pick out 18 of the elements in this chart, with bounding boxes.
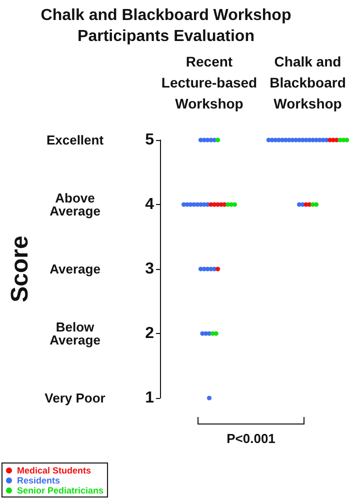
text: P<0.001: [226, 431, 276, 446]
y-tick-label: 3: [145, 260, 154, 278]
legend-label: Senior Pediatricians: [17, 486, 104, 496]
legend-label: Residents: [17, 476, 60, 486]
chart-title: Chalk and Blackboard Workshop Participants Evaluation: [40, 7, 292, 45]
legend-label: Medical Students: [17, 466, 92, 476]
text: Very Poor: [44, 390, 106, 406]
y-tick-label: 5: [145, 132, 154, 148]
text: Below Average: [50, 320, 100, 348]
x-tick-label: Recent Lecture-based Workshop: [161, 54, 258, 112]
text: Above Average: [50, 190, 100, 218]
text: Excellent: [46, 132, 104, 148]
y-tick-label: 4: [145, 196, 154, 213]
y-axis-title: Score: [6, 236, 34, 302]
y-tick-label: 2: [145, 325, 154, 342]
x-tick-label: Chalk and Blackboard Workshop: [270, 54, 346, 112]
y-tick-label: 1: [145, 390, 154, 406]
text: Average: [50, 262, 100, 276]
